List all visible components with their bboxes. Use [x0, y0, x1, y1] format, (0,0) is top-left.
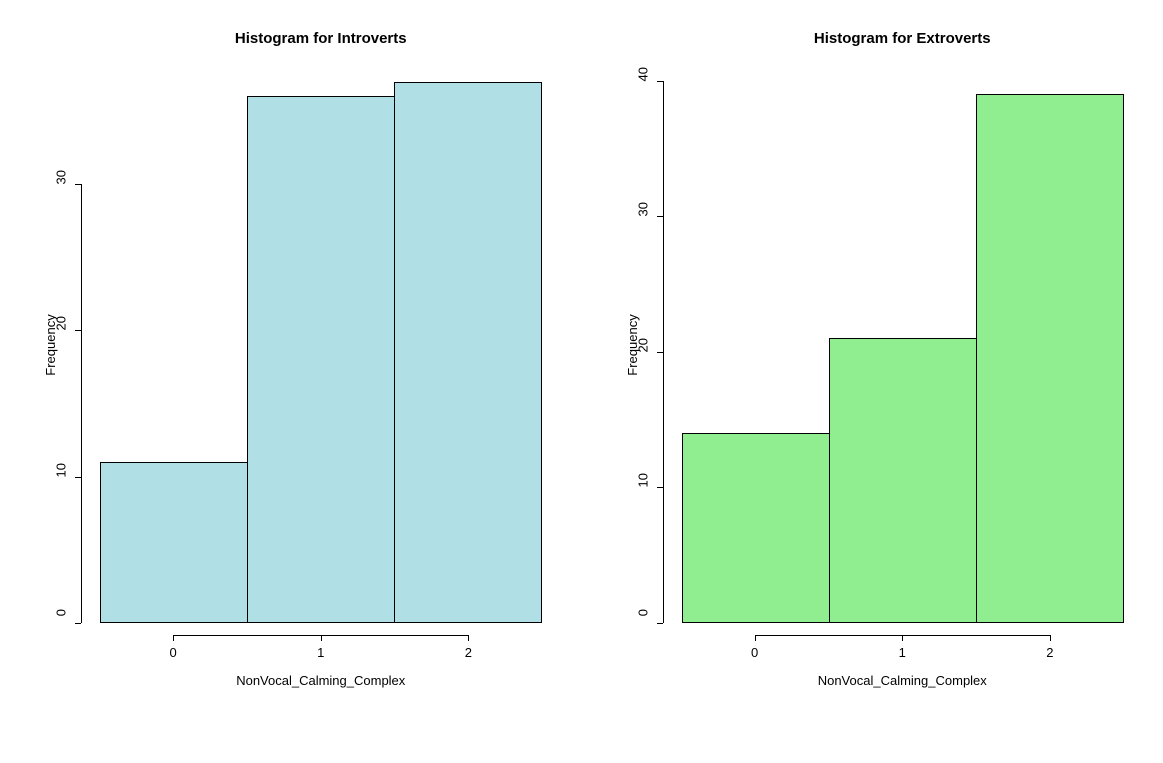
- y-tick: [657, 352, 663, 353]
- y-tick: [75, 330, 81, 331]
- y-tick-label: 20: [635, 338, 650, 366]
- histogram-bar: [247, 96, 395, 623]
- plot-wrap-introverts: Frequency 0102030: [80, 67, 562, 623]
- y-tick-label: 0: [54, 609, 69, 637]
- x-tick-label: 1: [899, 645, 906, 660]
- y-tick-label: 40: [635, 67, 650, 95]
- histogram-bar: [394, 82, 542, 623]
- plot-inner-extroverts: 010203040: [662, 67, 1144, 623]
- x-tick: [755, 635, 756, 641]
- histogram-bar: [100, 462, 248, 623]
- y-tick-label: 30: [635, 202, 650, 230]
- bars-introverts: [81, 67, 562, 623]
- plot-area-introverts: 0102030: [80, 67, 562, 623]
- histogram-bar: [682, 433, 830, 623]
- plot-inner-introverts: 0102030: [80, 67, 562, 623]
- y-tick: [75, 477, 81, 478]
- y-tick-label: 0: [635, 609, 650, 637]
- x-tick: [1050, 635, 1051, 641]
- y-tick: [657, 487, 663, 488]
- panel-title-extroverts: Histogram for Extroverts: [662, 30, 1144, 47]
- x-tick: [902, 635, 903, 641]
- y-axis-line-extroverts: [663, 81, 664, 623]
- y-tick-label: 20: [54, 316, 69, 344]
- panel-extroverts: Histogram for Extroverts Frequency 01020…: [582, 0, 1163, 763]
- x-axis-label-extroverts: NonVocal_Calming_Complex: [662, 673, 1144, 688]
- panel-introverts: Histogram for Introverts Frequency 01020…: [0, 0, 582, 763]
- y-tick-label: 10: [635, 473, 650, 501]
- x-tick-label: 2: [465, 645, 472, 660]
- x-tick: [321, 635, 322, 641]
- x-tick-label: 0: [169, 645, 176, 660]
- x-axis-extroverts: NonVocal_Calming_Complex 012: [662, 623, 1144, 683]
- x-tick-label: 2: [1046, 645, 1053, 660]
- histogram-bar: [976, 94, 1124, 623]
- bars-extroverts: [663, 67, 1144, 623]
- y-tick: [657, 216, 663, 217]
- x-tick: [173, 635, 174, 641]
- x-axis-introverts: NonVocal_Calming_Complex 012: [80, 623, 562, 683]
- histogram-bar: [829, 338, 977, 623]
- plot-wrap-extroverts: Frequency 010203040: [662, 67, 1144, 623]
- figure: Histogram for Introverts Frequency 01020…: [0, 0, 1163, 763]
- x-tick-label: 0: [751, 645, 758, 660]
- x-tick: [468, 635, 469, 641]
- y-tick: [657, 81, 663, 82]
- panel-title-introverts: Histogram for Introverts: [80, 30, 562, 47]
- y-tick-label: 10: [54, 463, 69, 491]
- y-tick-label: 30: [54, 170, 69, 198]
- y-tick: [75, 184, 81, 185]
- y-axis-line-introverts: [81, 184, 82, 623]
- plot-area-extroverts: 010203040: [662, 67, 1144, 623]
- x-axis-label-introverts: NonVocal_Calming_Complex: [80, 673, 562, 688]
- x-tick-label: 1: [317, 645, 324, 660]
